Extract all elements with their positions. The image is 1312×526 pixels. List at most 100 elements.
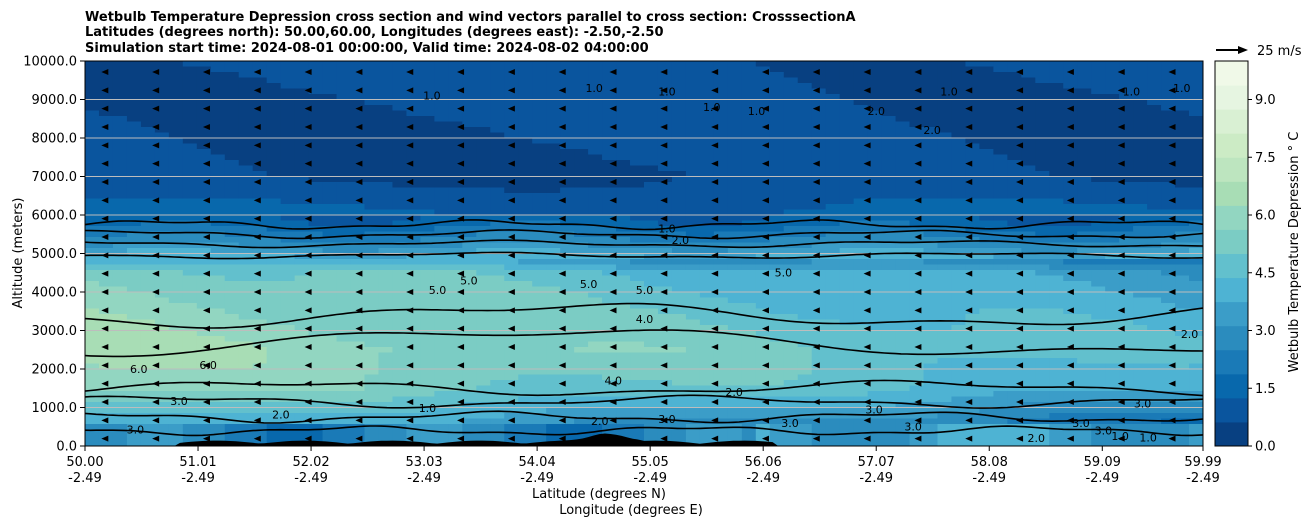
field-cell xyxy=(1105,94,1120,101)
field-cell xyxy=(1049,391,1064,398)
field-cell xyxy=(518,281,533,288)
field-cell xyxy=(839,325,855,332)
field-cell xyxy=(588,297,603,304)
field-cell xyxy=(546,380,561,387)
field-cell xyxy=(713,226,729,233)
field-cell xyxy=(769,83,785,90)
field-cell xyxy=(546,176,561,183)
field-cell xyxy=(685,209,701,216)
field-cell xyxy=(1161,220,1176,227)
field-cell xyxy=(1189,215,1203,222)
field-cell xyxy=(783,226,799,233)
field-cell xyxy=(588,325,603,332)
field-cell xyxy=(965,72,980,79)
field-cell xyxy=(406,314,421,321)
field-cell xyxy=(951,132,967,139)
field-cell xyxy=(853,242,869,249)
field-cell xyxy=(85,72,100,79)
field-cell xyxy=(1049,182,1064,189)
field-cell xyxy=(671,341,687,348)
field-cell xyxy=(1175,297,1190,304)
field-cell xyxy=(727,182,743,189)
field-cell xyxy=(532,77,547,84)
field-cell xyxy=(951,72,967,79)
field-cell xyxy=(168,99,184,106)
field-cell xyxy=(685,297,701,304)
field-cell xyxy=(979,220,994,227)
field-cell xyxy=(112,237,128,244)
field-cell xyxy=(797,61,813,68)
field-cell xyxy=(671,308,687,315)
field-cell xyxy=(951,160,967,167)
field-cell xyxy=(406,363,421,370)
field-cell xyxy=(490,259,505,266)
field-cell xyxy=(560,127,575,134)
field-cell xyxy=(308,352,324,359)
field-cell xyxy=(266,308,282,315)
field-cell xyxy=(434,237,449,244)
field-cell xyxy=(644,330,659,337)
field-cell xyxy=(965,363,980,370)
field-cell xyxy=(126,143,142,150)
field-cell xyxy=(434,253,449,260)
field-cell xyxy=(350,187,366,194)
field-cell xyxy=(727,61,743,68)
field-cell xyxy=(937,303,953,310)
field-cell xyxy=(783,308,799,315)
field-cell xyxy=(755,105,771,112)
field-cell xyxy=(685,220,701,227)
field-cell xyxy=(853,385,869,392)
field-cell xyxy=(140,281,156,288)
field-cell xyxy=(280,160,296,167)
field-cell xyxy=(98,94,114,101)
field-cell xyxy=(350,220,366,227)
field-cell xyxy=(350,231,366,238)
field-cell xyxy=(1091,325,1106,332)
field-cell xyxy=(1021,99,1036,106)
field-cell xyxy=(839,149,855,156)
field-cell xyxy=(1035,61,1050,68)
field-cell xyxy=(1133,171,1148,178)
field-cell xyxy=(1105,61,1120,68)
field-cell xyxy=(518,94,533,101)
field-cell xyxy=(308,385,324,392)
field-cell xyxy=(406,275,421,282)
field-cell xyxy=(685,270,701,277)
field-cell xyxy=(657,314,673,321)
field-cell xyxy=(769,248,785,255)
field-cell xyxy=(867,297,883,304)
field-cell xyxy=(182,61,198,68)
field-cell xyxy=(126,226,142,233)
field-cell xyxy=(462,352,477,359)
field-cell xyxy=(280,72,296,79)
field-cell xyxy=(923,110,939,117)
field-cell xyxy=(755,303,771,310)
field-cell xyxy=(140,182,156,189)
field-cell xyxy=(392,341,408,348)
field-cell xyxy=(280,237,296,244)
field-cell xyxy=(280,264,296,271)
field-cell xyxy=(364,352,380,359)
field-cell xyxy=(140,369,156,376)
field-cell xyxy=(308,198,324,205)
field-cell xyxy=(588,209,603,216)
field-cell xyxy=(476,99,491,106)
field-cell xyxy=(294,132,310,139)
field-cell xyxy=(1007,226,1022,233)
field-cell xyxy=(154,314,170,321)
field-cell xyxy=(630,121,645,128)
field-cell xyxy=(909,132,925,139)
field-cell xyxy=(322,297,338,304)
field-cell xyxy=(1119,204,1134,211)
field-cell xyxy=(420,77,435,84)
field-cell xyxy=(238,303,254,310)
field-cell xyxy=(839,193,855,200)
field-cell xyxy=(797,154,813,161)
field-cell xyxy=(951,171,967,178)
field-cell xyxy=(1063,385,1078,392)
field-cell xyxy=(224,110,240,117)
field-cell xyxy=(839,314,855,321)
field-cell xyxy=(979,374,994,381)
field-cell xyxy=(839,396,855,403)
field-cell xyxy=(867,237,883,244)
